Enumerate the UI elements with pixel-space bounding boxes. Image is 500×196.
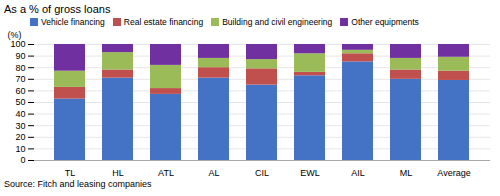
html-text:Vehicle financing: Vehicle financing [41,17,105,27]
html-text:As a % of gross loans: As a % of gross loans [4,3,111,15]
svg-text:30: 30 [15,121,25,131]
svg-text:0: 0 [20,155,25,165]
svg-text:AL: AL [208,168,219,178]
svg-text:TL: TL [65,168,76,178]
svg-text:70: 70 [15,74,25,84]
svg-text:Average: Average [437,168,470,178]
html-text:Real estate financing: Real estate financing [123,17,204,27]
svg-text:AIL: AIL [351,168,365,178]
svg-text:HL: HL [112,168,124,178]
svg-text:ATL: ATL [158,168,174,178]
svg-text:(%): (%) [8,30,22,40]
svg-text:100: 100 [10,39,25,49]
svg-text:ML: ML [400,168,413,178]
html-text:Other equipments: Other equipments [351,17,419,27]
svg-text:40: 40 [15,109,25,119]
svg-text:CIL: CIL [255,168,269,178]
svg-text:80: 80 [15,63,25,73]
svg-text:10: 10 [15,144,25,154]
svg-text:20: 20 [15,132,25,142]
svg-text:90: 90 [15,51,25,61]
svg-text:50: 50 [15,97,25,107]
svg-text:EWL: EWL [300,168,320,178]
html-text:Source: Fitch and leasing comp: Source: Fitch and leasing companies [4,179,152,189]
html-text:Building and civil engineering: Building and civil engineering [222,17,333,27]
svg-text:60: 60 [15,86,25,96]
